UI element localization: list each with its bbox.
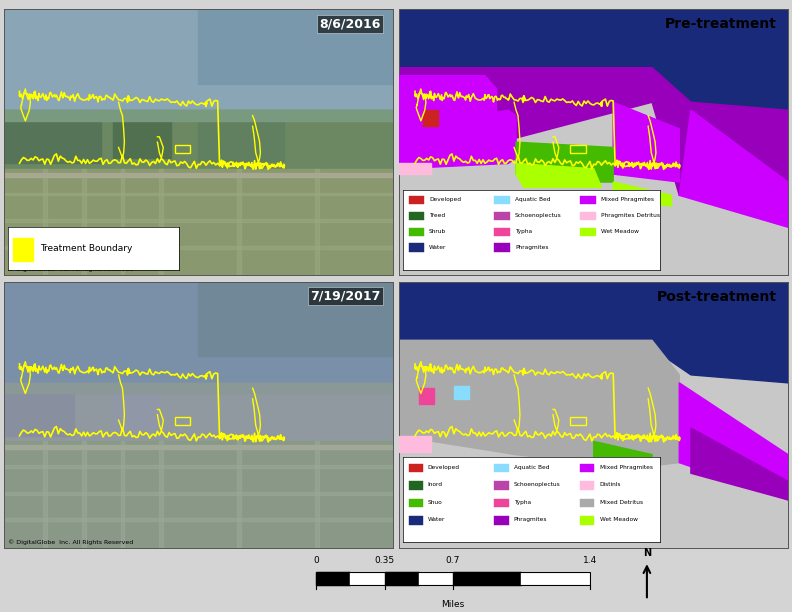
Bar (43, 441, 47, 548)
Bar (521, 572, 590, 585)
Bar (237, 441, 241, 548)
Text: © DigitalGlobe  Inc. All Rights Reserved: © DigitalGlobe Inc. All Rights Reserved (8, 539, 133, 545)
Polygon shape (399, 163, 431, 174)
Polygon shape (399, 340, 680, 468)
Text: © DigitalGlobe  Inc. All Rights Reserved: © DigitalGlobe Inc. All Rights Reserved (8, 267, 133, 272)
Text: Pre-treatment: Pre-treatment (664, 17, 776, 31)
Text: Miles: Miles (441, 600, 465, 609)
Bar (175, 145, 190, 153)
Bar (237, 169, 241, 275)
Bar (4, 173, 393, 177)
Polygon shape (602, 460, 652, 489)
Bar (570, 417, 586, 425)
Text: 0: 0 (314, 556, 319, 565)
Bar (314, 169, 318, 275)
Polygon shape (613, 102, 680, 182)
Bar (570, 145, 586, 153)
Text: 0.35: 0.35 (375, 556, 394, 565)
Polygon shape (399, 9, 788, 110)
Bar (120, 169, 124, 275)
Bar (175, 417, 190, 425)
Bar (4, 110, 393, 121)
Polygon shape (594, 441, 652, 479)
Bar (82, 169, 86, 275)
Bar (43, 169, 47, 275)
Polygon shape (399, 436, 431, 452)
Bar (82, 441, 86, 548)
Bar (159, 441, 163, 548)
Bar (4, 219, 393, 222)
Polygon shape (399, 282, 788, 383)
Bar (316, 572, 350, 585)
Polygon shape (613, 182, 672, 206)
Polygon shape (399, 68, 788, 195)
Bar (454, 386, 470, 399)
Bar (423, 110, 438, 126)
Text: N: N (643, 548, 651, 558)
Polygon shape (399, 110, 516, 169)
Bar (159, 169, 163, 275)
Bar (453, 572, 521, 585)
Bar (314, 441, 318, 548)
Text: 1.4: 1.4 (583, 556, 597, 565)
Text: Post-treatment: Post-treatment (657, 289, 776, 304)
Bar (4, 246, 393, 248)
Bar (120, 441, 124, 548)
Polygon shape (516, 163, 602, 187)
Bar (316, 572, 590, 585)
Bar (4, 518, 393, 521)
Text: 7/19/2017: 7/19/2017 (310, 289, 381, 303)
Bar (4, 446, 393, 449)
Bar (4, 465, 393, 468)
Polygon shape (516, 142, 613, 182)
Text: 0.7: 0.7 (446, 556, 460, 565)
Bar (350, 572, 385, 585)
Bar (4, 383, 393, 394)
Text: 8/6/2016: 8/6/2016 (319, 17, 381, 30)
Bar (419, 572, 453, 585)
Bar (4, 193, 393, 195)
Bar (419, 388, 435, 404)
Bar (385, 572, 419, 585)
Polygon shape (399, 76, 497, 137)
Polygon shape (680, 110, 788, 227)
Bar (4, 492, 393, 494)
Polygon shape (680, 383, 788, 500)
Polygon shape (691, 428, 788, 500)
